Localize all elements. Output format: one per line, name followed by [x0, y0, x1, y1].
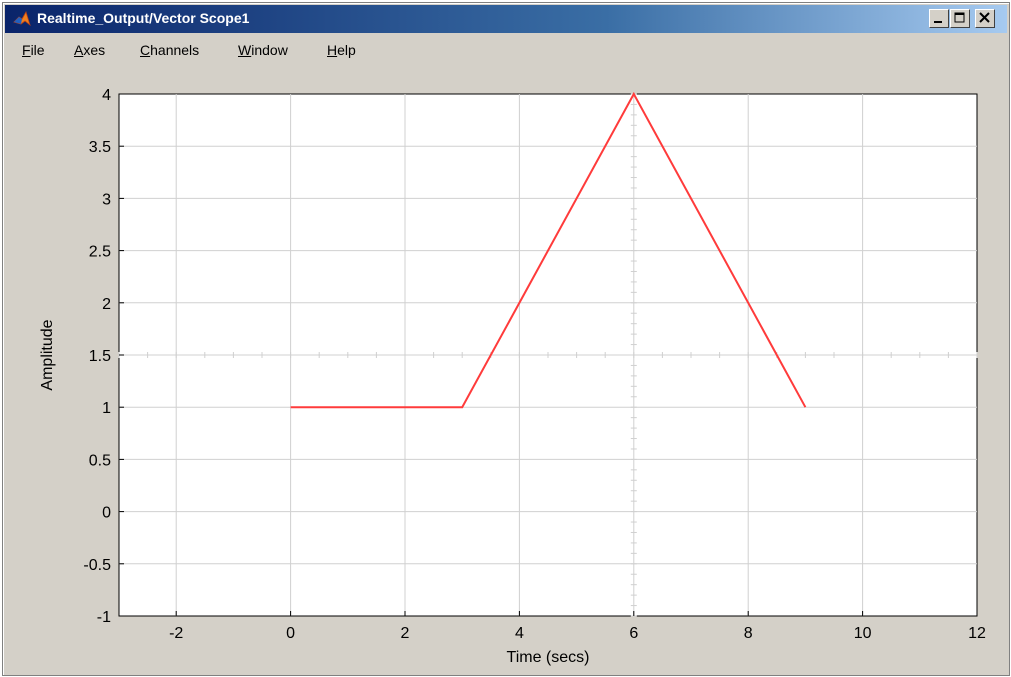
x-tick-label: 6 — [629, 625, 638, 642]
y-tick-label: 0 — [102, 505, 111, 522]
menu-window[interactable]: Window — [238, 42, 288, 58]
y-tick-label: 0.5 — [89, 452, 111, 469]
minimize-icon — [934, 21, 942, 23]
series-layer — [290, 91, 807, 409]
menu-file[interactable]: File — [22, 42, 45, 58]
maximize-button[interactable] — [950, 9, 970, 28]
y-tick-label: -0.5 — [83, 557, 111, 574]
menu-bar: File Axes Channels Window Help — [5, 35, 1007, 65]
y-axis-label: Amplitude — [39, 319, 56, 390]
series-line — [290, 91, 807, 409]
close-button[interactable] — [975, 9, 995, 28]
x-axis-ticks: -2 0 2 4 6 8 10 12 — [169, 611, 986, 642]
menu-help[interactable]: Help — [327, 42, 356, 58]
window-title: Realtime_Output/Vector Scope1 — [37, 10, 250, 26]
maximize-icon — [954, 12, 965, 23]
y-tick-label: -1 — [97, 609, 111, 626]
x-tick-label: 10 — [854, 625, 872, 642]
matlab-icon — [13, 10, 31, 27]
y-tick-label: 1.5 — [89, 348, 111, 365]
close-icon — [979, 12, 990, 23]
x-tick-label: -2 — [169, 625, 183, 642]
y-tick-label: 3.5 — [89, 139, 111, 156]
x-tick-label: 8 — [744, 625, 753, 642]
menu-axes[interactable]: Axes — [74, 42, 106, 58]
x-tick-label: 2 — [401, 625, 410, 642]
x-axis-label: Time (secs) — [507, 649, 590, 666]
y-tick-label: 4 — [102, 87, 111, 104]
x-tick-label: 4 — [515, 625, 524, 642]
x-tick-label: 12 — [968, 625, 986, 642]
menu-channels[interactable]: Channels — [140, 42, 200, 58]
minimize-button[interactable] — [929, 9, 949, 28]
x-tick-label: 0 — [286, 625, 295, 642]
y-tick-label: 3 — [102, 191, 111, 208]
y-tick-label: 1 — [102, 400, 111, 417]
y-tick-label: 2 — [102, 296, 111, 313]
y-axis-ticks: -1 -0.5 0 0.5 1 1.5 2 2.5 3 3.5 4 — [83, 87, 124, 626]
title-bar[interactable]: Realtime_Output/Vector Scope1 — [5, 5, 1007, 33]
y-tick-label: 2.5 — [89, 244, 111, 261]
